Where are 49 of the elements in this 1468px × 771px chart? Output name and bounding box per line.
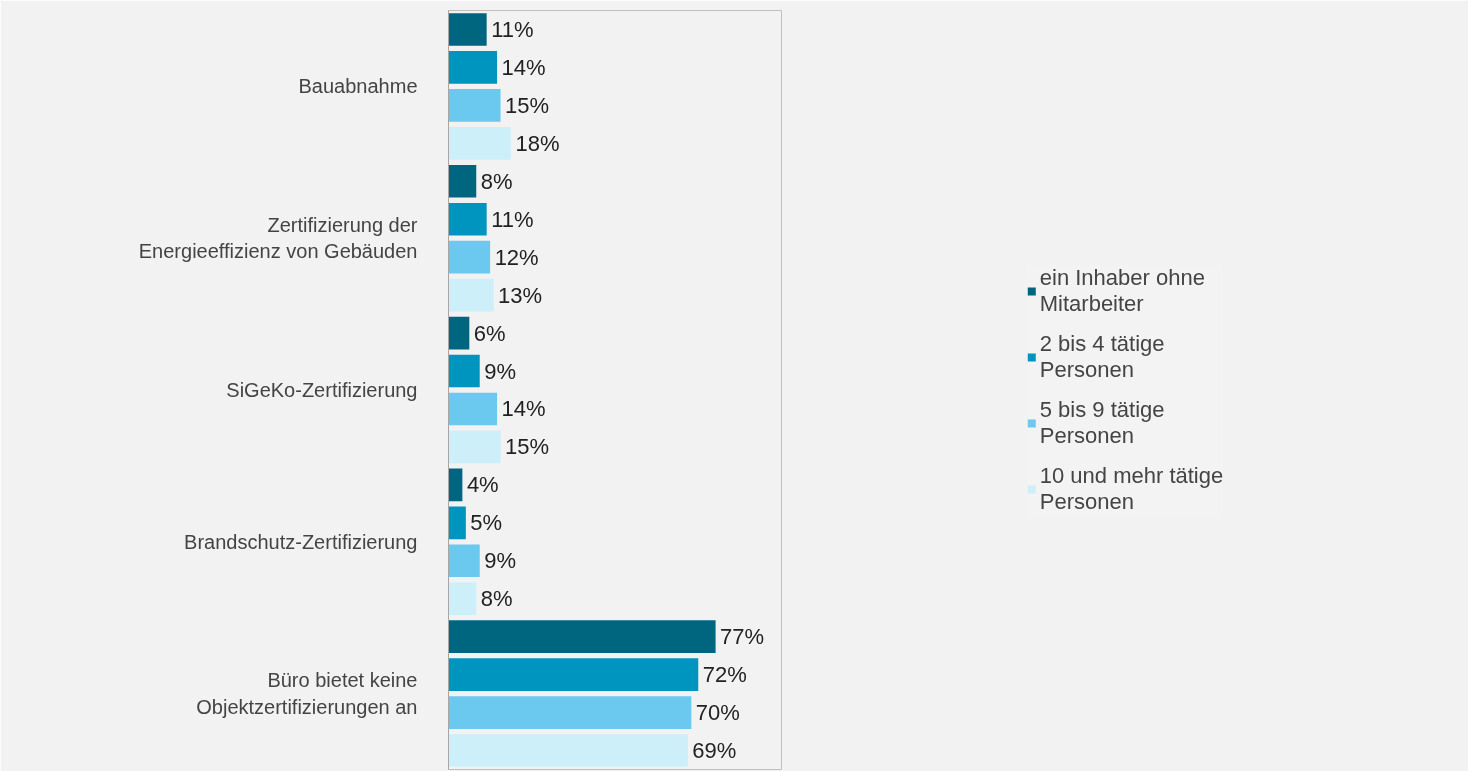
y-tick-label: Brandschutz-Zertifizierung [184, 530, 418, 553]
bar [448, 354, 480, 388]
bar [448, 582, 477, 616]
bar [448, 430, 501, 464]
data-label: 5% [470, 510, 503, 536]
bar [448, 13, 487, 46]
data-label: 15% [505, 92, 550, 118]
data-label: 72% [702, 662, 747, 688]
data-label: 14% [501, 396, 546, 422]
legend-label: ein Inhaber ohne Mitarbeiter [1039, 264, 1205, 317]
bar [448, 506, 466, 540]
data-label: 12% [494, 244, 539, 270]
bar [448, 620, 716, 653]
data-label: 6% [473, 320, 506, 346]
bar [448, 734, 688, 767]
bar [448, 278, 494, 312]
bar [448, 240, 491, 274]
bar [448, 544, 480, 578]
bar [448, 468, 463, 502]
data-label: 9% [484, 358, 517, 384]
data-label: 14% [501, 54, 546, 80]
bar [448, 51, 498, 84]
data-label: 13% [498, 282, 543, 308]
bar [448, 696, 692, 729]
data-label: 77% [720, 624, 765, 650]
data-label: 4% [466, 472, 499, 498]
data-label: 18% [515, 130, 560, 156]
legend-label: 2 bis 4 tätige Personen [1039, 330, 1165, 383]
bar [448, 89, 501, 122]
data-label: 9% [484, 548, 517, 574]
bar [448, 392, 498, 426]
y-tick-label: Zertifizierung der Energieeffizienz von Gebäuden [138, 214, 418, 263]
bar [448, 316, 470, 350]
bar [448, 202, 487, 236]
legend-label: 5 bis 9 tätige Personen [1039, 396, 1165, 449]
legend-label: 10 und mehr tätige Personen [1039, 462, 1224, 515]
bar [448, 127, 511, 160]
data-label: 8% [480, 168, 513, 194]
y-tick-label: Büro bietet keine Objektzertifizierungen an [196, 669, 418, 718]
y-tick-label: SiGeKo-Zertifizierung [226, 379, 418, 401]
y-tick-label: Bauabnahme [298, 75, 418, 98]
data-label: 8% [480, 586, 513, 612]
bar [448, 658, 699, 691]
data-label: 11% [491, 206, 534, 232]
bar [448, 164, 477, 198]
data-label: 15% [505, 434, 550, 460]
data-label: 11% [491, 16, 534, 42]
data-label: 69% [692, 738, 737, 764]
data-label: 70% [695, 700, 740, 726]
